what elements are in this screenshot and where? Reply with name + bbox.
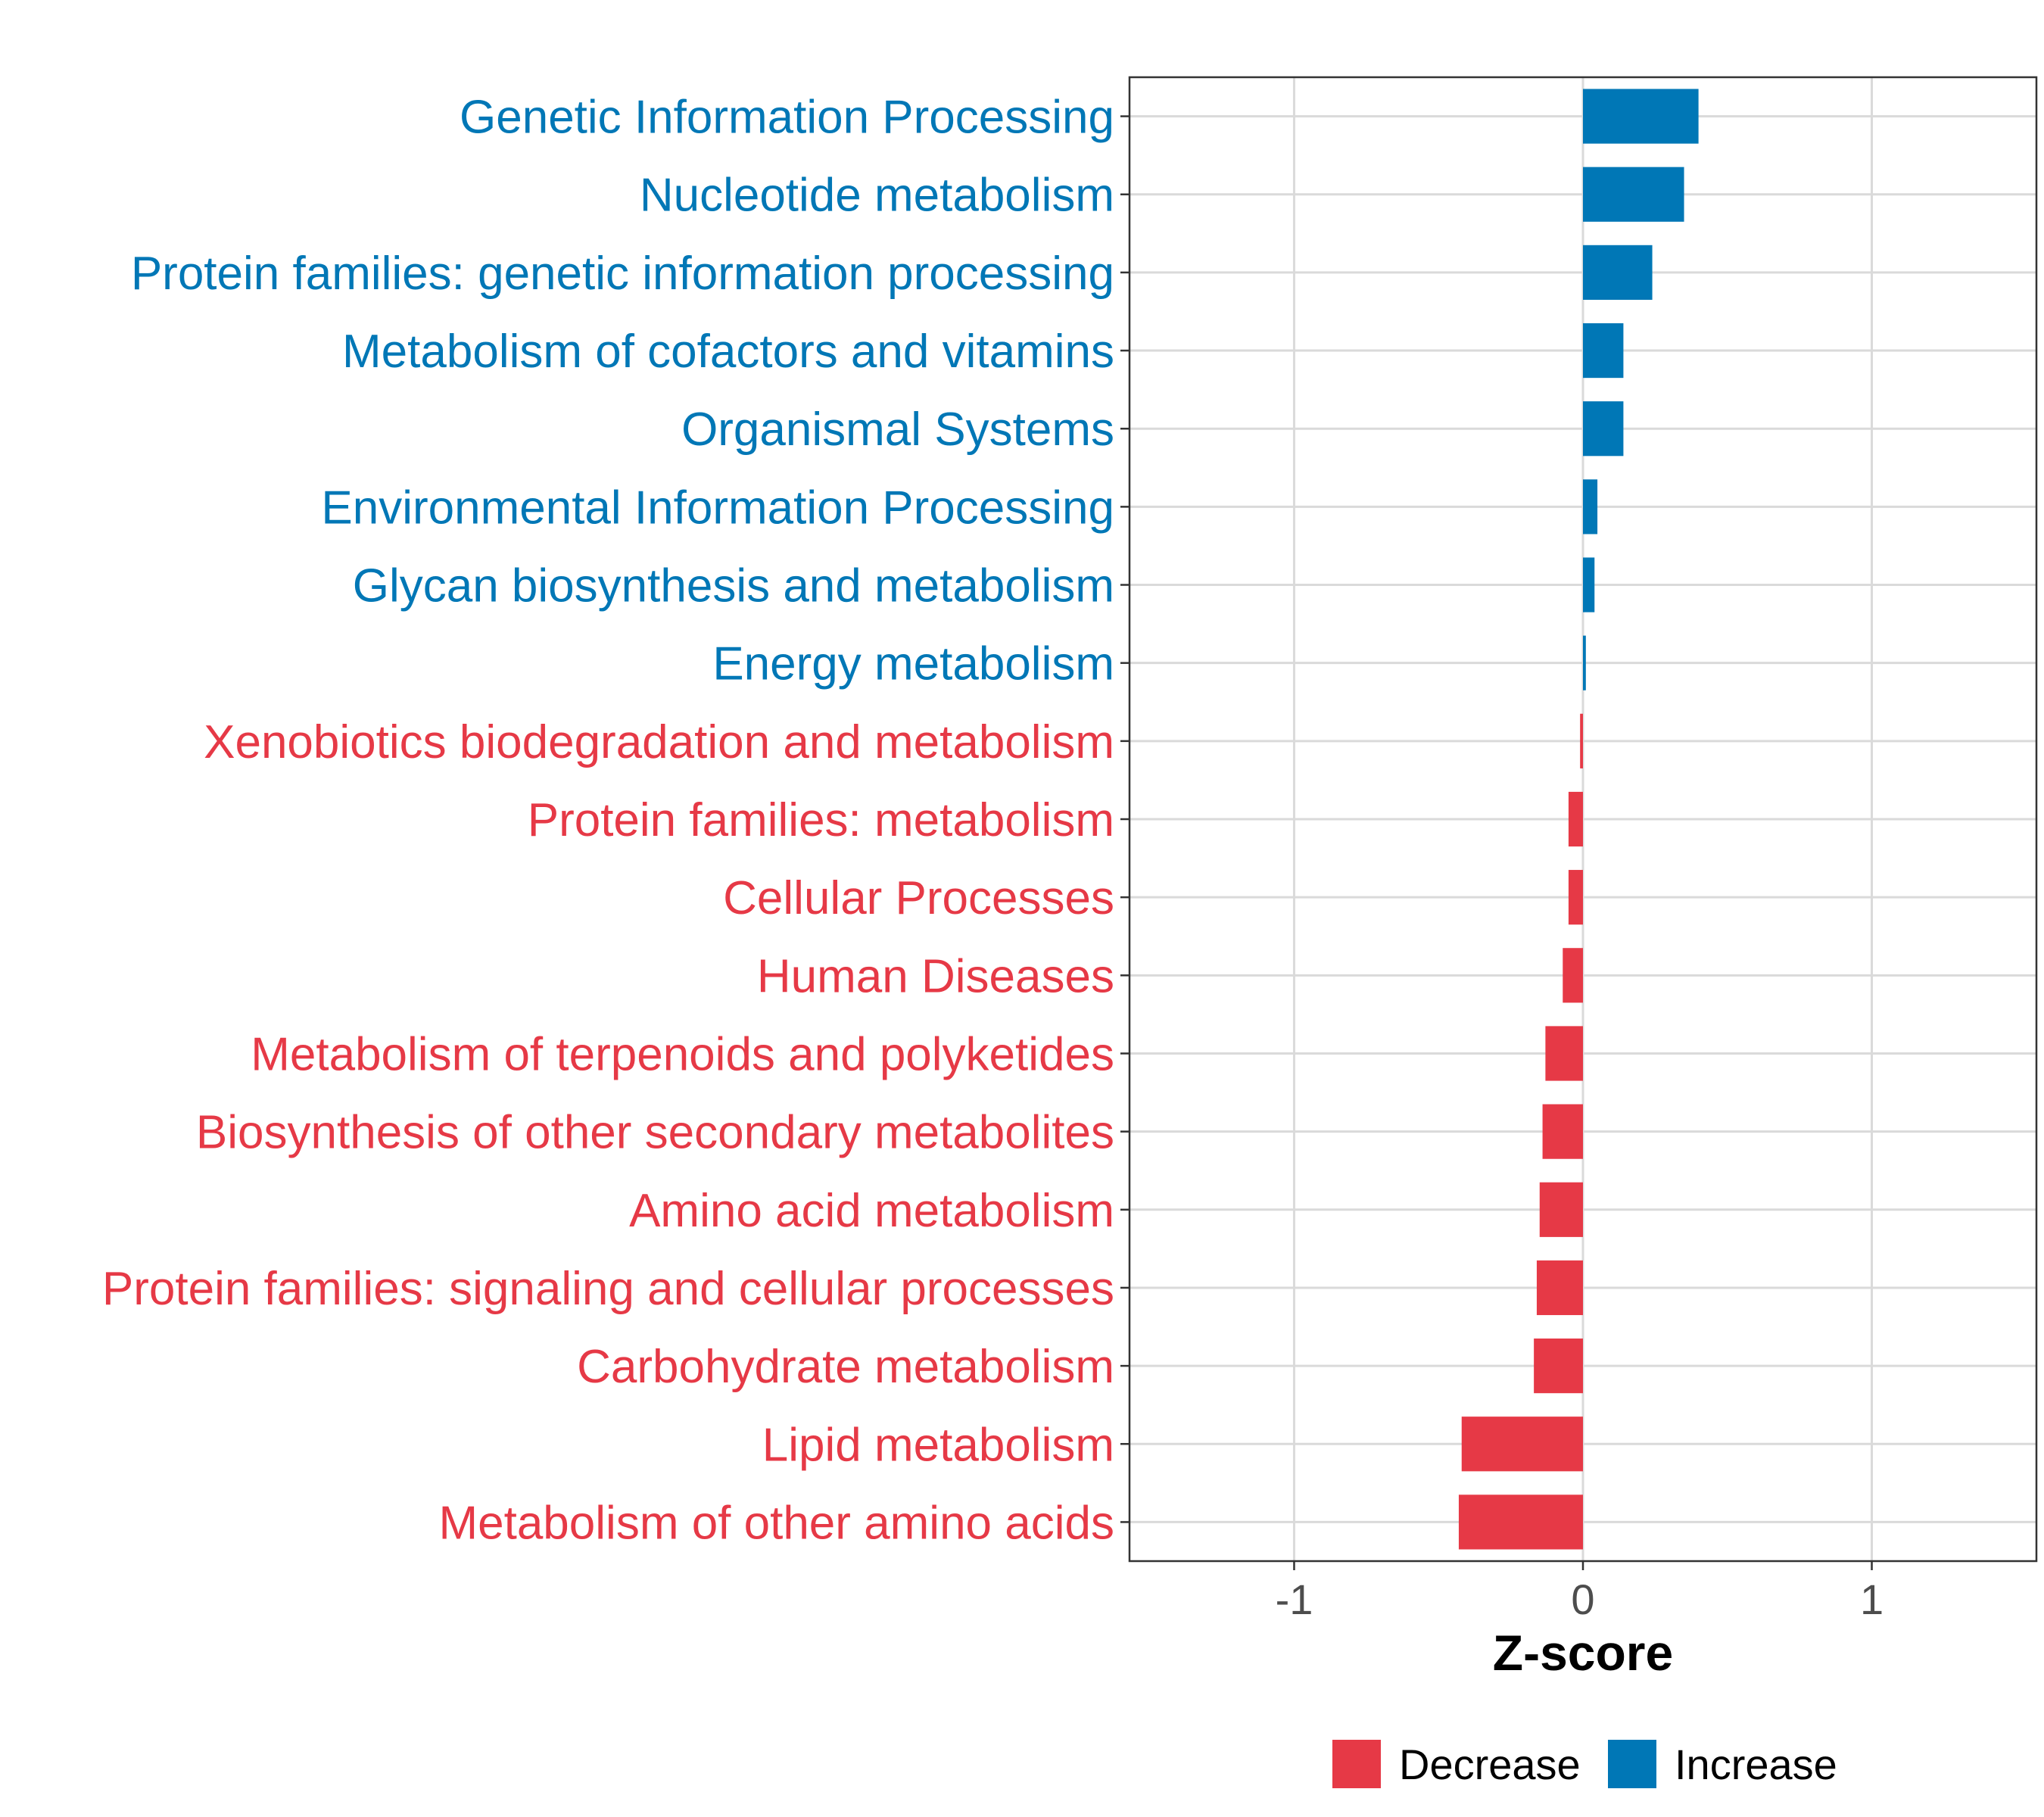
bar[interactable]: [1583, 635, 1586, 690]
bar[interactable]: [1568, 791, 1583, 847]
category-label: Carbohydrate metabolism: [577, 1341, 1114, 1393]
bar[interactable]: [1583, 245, 1653, 300]
x-tick-label: 0: [1571, 1575, 1594, 1623]
bar[interactable]: [1583, 323, 1624, 379]
bar[interactable]: [1583, 167, 1684, 222]
legend-label-increase[interactable]: Increase: [1675, 1741, 1837, 1788]
x-axis: -1 0 1: [1276, 1561, 1884, 1623]
category-label: Protein families: signaling and cellular…: [102, 1263, 1114, 1315]
bar[interactable]: [1539, 1182, 1583, 1237]
x-tick-label: -1: [1276, 1575, 1313, 1623]
bar[interactable]: [1583, 89, 1699, 144]
category-label: Nucleotide metabolism: [640, 170, 1114, 222]
category-label: Lipid metabolism: [762, 1419, 1114, 1471]
category-label: Xenobiotics biodegradation and metabolis…: [204, 716, 1114, 768]
bar[interactable]: [1545, 1026, 1583, 1081]
legend[interactable]: Decrease Increase: [1332, 1740, 1837, 1788]
bar[interactable]: [1563, 948, 1583, 1003]
category-label: Energy metabolism: [712, 638, 1114, 690]
category-label: Metabolism of other amino acids: [438, 1497, 1114, 1549]
bar[interactable]: [1536, 1260, 1583, 1316]
category-label: Metabolism of terpenoids and polyketides: [251, 1028, 1114, 1080]
legend-key-decrease[interactable]: [1332, 1740, 1381, 1788]
category-label: Human Diseases: [757, 950, 1114, 1002]
category-label: Metabolism of cofactors and vitamins: [342, 326, 1114, 378]
category-label: Protein families: metabolism: [528, 794, 1114, 846]
bar[interactable]: [1461, 1417, 1583, 1472]
bar[interactable]: [1458, 1494, 1583, 1550]
category-label: Environmental Information Processing: [321, 482, 1114, 534]
bar[interactable]: [1583, 479, 1598, 535]
legend-label-decrease[interactable]: Decrease: [1399, 1741, 1581, 1788]
category-label: Amino acid metabolism: [629, 1185, 1114, 1237]
category-label: Glycan biosynthesis and metabolism: [353, 560, 1114, 612]
category-label: Genetic Information Processing: [460, 92, 1114, 144]
bar[interactable]: [1534, 1339, 1583, 1394]
x-tick-label: 1: [1860, 1575, 1884, 1623]
bar[interactable]: [1568, 870, 1583, 925]
category-label: Protein families: genetic information pr…: [131, 248, 1114, 300]
bar[interactable]: [1583, 401, 1624, 457]
bars-layer: [1458, 89, 1699, 1550]
bar[interactable]: [1580, 713, 1583, 768]
x-axis-title: Z-score: [1493, 1625, 1673, 1681]
bar[interactable]: [1542, 1104, 1583, 1159]
category-label: Organismal Systems: [681, 404, 1114, 456]
y-axis: Genetic Information Processing Nucleotide…: [102, 92, 1129, 1549]
bar[interactable]: [1583, 557, 1595, 612]
category-label: Biosynthesis of other secondary metaboli…: [196, 1107, 1114, 1159]
category-label: Cellular Processes: [723, 872, 1114, 924]
legend-key-increase[interactable]: [1608, 1740, 1656, 1788]
